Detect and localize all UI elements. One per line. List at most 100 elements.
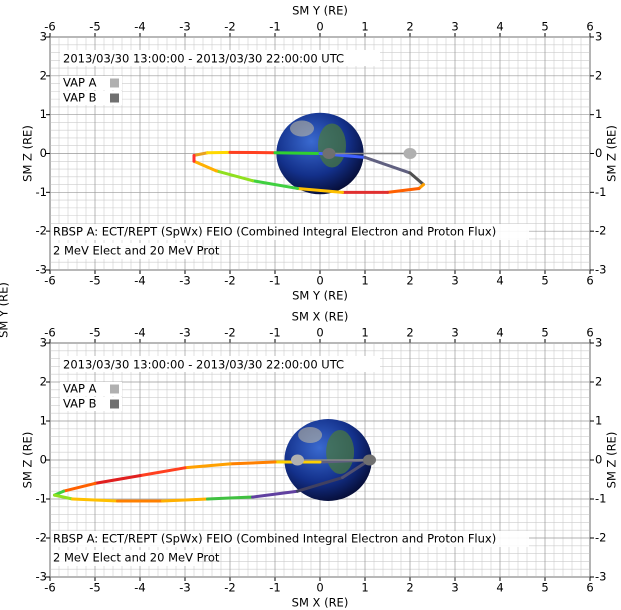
orbit-segment — [192, 151, 209, 157]
x2-tick-label: -1 — [269, 326, 280, 340]
annotation-box — [51, 224, 529, 240]
x-tick-label: 3 — [451, 274, 458, 288]
y-tick-label: 2 — [40, 68, 47, 82]
y-tick-label: -2 — [36, 531, 47, 545]
x2-tick-label: -3 — [179, 326, 190, 340]
x-tick-label: -1 — [269, 274, 280, 288]
earth-land — [298, 427, 323, 443]
x-tick-label: 3 — [451, 581, 458, 595]
x2-tick-label: 2 — [406, 326, 413, 340]
x-axis-title: SM X (RE) — [292, 596, 349, 610]
x2-tick-label: 6 — [586, 326, 593, 340]
x-tick-label: -6 — [44, 581, 55, 595]
x-tick-label: 0 — [316, 274, 323, 288]
annotation-box — [51, 243, 199, 259]
y-tick-label: -3 — [36, 263, 47, 277]
x2-tick-label: -2 — [224, 326, 235, 340]
legend-box — [60, 91, 122, 105]
x-tick-label: -4 — [134, 274, 145, 288]
y-tick-label: -1 — [36, 492, 47, 506]
spacecraft — [403, 148, 417, 159]
y-tick-label: 2 — [40, 375, 47, 389]
annotation: 2 MeV Elect and 20 MeV Prot — [53, 551, 220, 565]
x2-tick-label: -5 — [89, 326, 100, 340]
x-tick-label: 1 — [361, 274, 368, 288]
x2-tick-label: -3 — [179, 20, 190, 34]
y2-tick-label: 2 — [595, 68, 602, 82]
x-tick-label: 2 — [406, 581, 413, 595]
y2-tick-label: 2 — [595, 375, 602, 389]
orbit-segment — [215, 169, 254, 183]
x2-tick-label: 1 — [361, 326, 368, 340]
y-axis-title: SM Z (RE) — [21, 432, 35, 489]
x2-tick-label: -6 — [44, 20, 55, 34]
y2-axis-title: SM Z (RE) — [605, 125, 619, 182]
orbit-segment — [93, 474, 142, 485]
x-tick-label: 6 — [586, 581, 593, 595]
x-tick-label: 5 — [541, 581, 548, 595]
y2-tick-label: 1 — [595, 107, 602, 121]
y-tick-label: 0 — [40, 453, 47, 467]
orbit-segment — [138, 466, 187, 478]
spacecraft — [291, 454, 304, 466]
orbit-segment — [161, 497, 209, 503]
orbit-segment — [71, 497, 119, 503]
orbit-segment — [296, 186, 344, 194]
y2-tick-label: 3 — [595, 336, 602, 350]
orbit-segment — [251, 179, 299, 190]
legend-label: VAP A — [63, 76, 97, 90]
orbit-segment — [386, 186, 421, 194]
legend-label: VAP A — [63, 382, 97, 396]
x-tick-label: 4 — [496, 581, 503, 595]
y-tick-label: 3 — [40, 336, 47, 350]
legend-label: VAP B — [63, 397, 97, 411]
orbit-segment — [206, 495, 254, 501]
y-tick-label: -1 — [36, 185, 47, 199]
x2-tick-label: -5 — [89, 20, 100, 34]
x2-tick-label: 6 — [586, 20, 593, 34]
x-tick-label: -5 — [89, 274, 100, 288]
y2-tick-label: -2 — [595, 224, 606, 238]
x2-tick-label: 0 — [316, 326, 323, 340]
y2-tick-label: -3 — [595, 263, 606, 277]
y-tick-label: 1 — [40, 107, 47, 121]
y-tick-label: -2 — [36, 224, 47, 238]
y2-tick-label: -1 — [595, 492, 606, 506]
y-axis-title: SM Z (RE) — [21, 125, 35, 182]
spacecraft — [322, 148, 336, 159]
orbit-segment — [296, 476, 344, 493]
orbit-segment — [363, 155, 412, 175]
x2-tick-label: -4 — [134, 326, 145, 340]
x-tick-label: 0 — [316, 581, 323, 595]
x-tick-label: -6 — [44, 274, 55, 288]
x-tick-label: -2 — [224, 274, 235, 288]
x2-tick-label: 2 — [406, 20, 413, 34]
annotation: 2 MeV Elect and 20 MeV Prot — [53, 244, 220, 258]
y2-tick-label: 1 — [595, 414, 602, 428]
x-tick-label: 2 — [406, 274, 413, 288]
x2-axis-title: SM X (RE) — [292, 310, 349, 324]
orbit-segment — [251, 489, 299, 499]
legend-swatch — [110, 384, 119, 394]
y-tick-label: 0 — [40, 146, 47, 160]
x-axis-title: SM Y (RE) — [292, 289, 348, 303]
x-tick-label: -5 — [89, 581, 100, 595]
orbit-segment — [183, 462, 232, 470]
subtitle: 2013/03/30 13:00:00 - 2013/03/30 22:00:0… — [63, 358, 344, 372]
annotation: RBSP A: ECT/REPT (SpWx) FEIO (Combined I… — [53, 532, 496, 546]
x-tick-label: 4 — [496, 274, 503, 288]
y2-tick-label: 0 — [595, 146, 602, 160]
x-tick-label: 1 — [361, 581, 368, 595]
legend-swatch — [110, 78, 119, 88]
x2-tick-label: -6 — [44, 326, 55, 340]
label-box — [60, 50, 380, 66]
orbit-segment — [192, 159, 218, 173]
orbit-segment — [228, 460, 277, 466]
x2-axis-title: SM Y (RE) — [292, 4, 348, 18]
x2-tick-label: 3 — [451, 20, 458, 34]
y-tick-label: 1 — [40, 414, 47, 428]
y-tick-label: 3 — [40, 30, 47, 44]
x2-tick-label: 5 — [541, 326, 548, 340]
legend-swatch — [110, 93, 119, 103]
